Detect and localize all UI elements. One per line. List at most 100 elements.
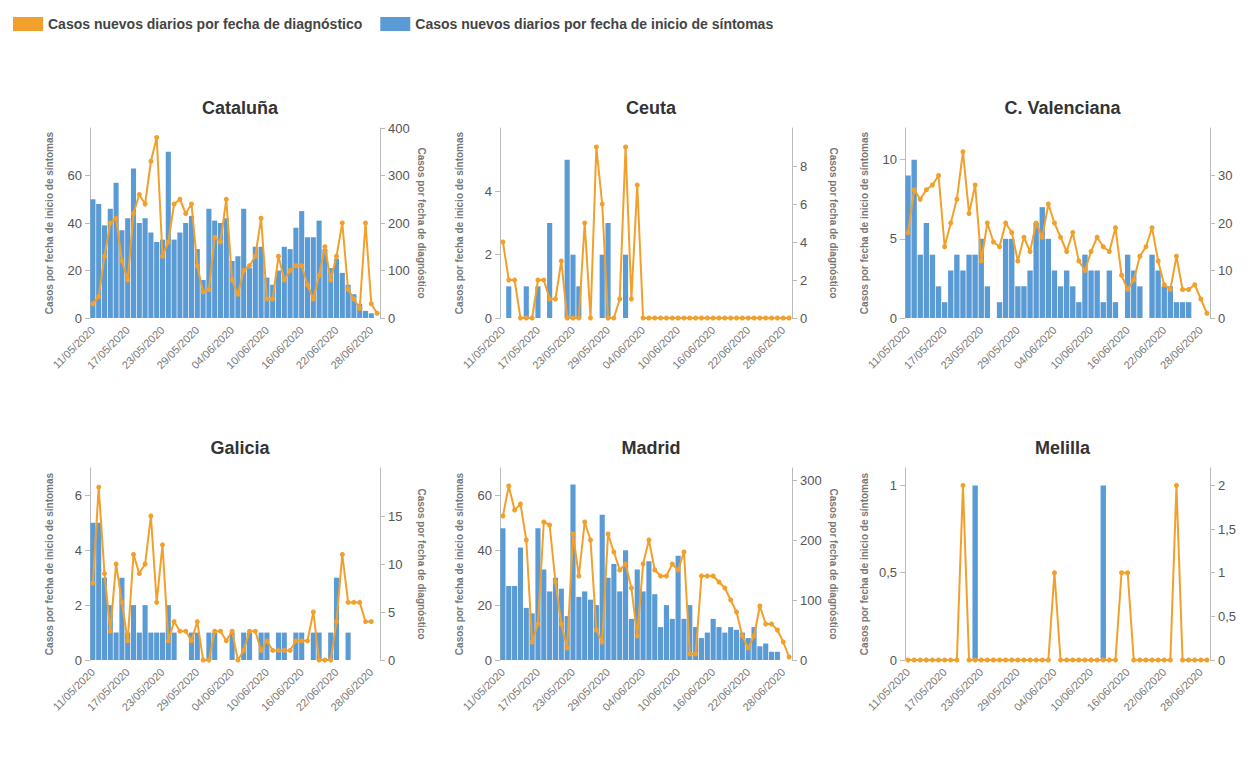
svg-text:22/06/2020: 22/06/2020 [293, 323, 341, 372]
svg-text:4: 4 [485, 184, 492, 199]
svg-text:2: 2 [800, 273, 807, 288]
svg-text:0: 0 [890, 653, 897, 668]
svg-text:23/05/2020: 23/05/2020 [119, 323, 167, 372]
svg-text:28/06/2020: 28/06/2020 [328, 324, 375, 371]
svg-text:10/06/2020: 10/06/2020 [635, 323, 683, 372]
svg-text:60: 60 [68, 168, 82, 183]
svg-text:Casos por fecha de inicio de s: Casos por fecha de inicio de síntomas [44, 131, 55, 314]
svg-text:17/05/2020: 17/05/2020 [901, 323, 949, 372]
svg-text:40: 40 [68, 216, 82, 231]
svg-text:200: 200 [800, 533, 822, 548]
svg-text:28/06/2020: 28/06/2020 [1158, 324, 1205, 371]
svg-text:28/06/2020: 28/06/2020 [1158, 666, 1205, 713]
svg-text:2: 2 [1218, 478, 1225, 493]
svg-text:400: 400 [388, 121, 410, 136]
svg-text:40: 40 [478, 543, 492, 558]
svg-text:6: 6 [75, 488, 82, 503]
svg-text:4: 4 [800, 235, 807, 250]
svg-text:0: 0 [388, 311, 395, 326]
svg-text:04/06/2020: 04/06/2020 [189, 323, 237, 372]
svg-text:20: 20 [478, 598, 492, 613]
svg-text:23/05/2020: 23/05/2020 [529, 665, 578, 714]
svg-text:200: 200 [388, 216, 410, 231]
svg-text:28/06/2020: 28/06/2020 [740, 666, 787, 713]
svg-text:22/06/2020: 22/06/2020 [705, 323, 753, 372]
svg-text:100: 100 [388, 263, 410, 278]
svg-text:28/06/2020: 28/06/2020 [328, 666, 375, 713]
svg-text:15: 15 [388, 509, 402, 524]
svg-text:Casos por fecha de diagnóstico: Casos por fecha de diagnóstico [828, 147, 839, 298]
svg-text:Ceuta: Ceuta [626, 98, 677, 118]
svg-text:29/05/2020: 29/05/2020 [564, 665, 613, 714]
svg-text:1,5: 1,5 [1218, 522, 1236, 537]
svg-text:0,5: 0,5 [1218, 609, 1236, 624]
svg-text:Casos por fecha de diagnóstico: Casos por fecha de diagnóstico [416, 488, 427, 639]
svg-text:29/05/2020: 29/05/2020 [974, 323, 1023, 372]
svg-text:Casos por fecha de inicio de s: Casos por fecha de inicio de síntomas [859, 131, 870, 314]
svg-text:0: 0 [75, 653, 82, 668]
svg-text:20: 20 [68, 263, 82, 278]
svg-text:Galicia: Galicia [210, 438, 270, 458]
svg-text:0: 0 [1218, 311, 1225, 326]
svg-text:Melilla: Melilla [1035, 438, 1091, 458]
svg-text:10/06/2020: 10/06/2020 [223, 665, 272, 714]
svg-text:0: 0 [800, 311, 807, 326]
svg-text:Casos por fecha de inicio de s: Casos por fecha de inicio de síntomas [859, 472, 870, 655]
svg-text:16/06/2020: 16/06/2020 [670, 323, 718, 372]
svg-text:1: 1 [890, 478, 897, 493]
svg-text:29/05/2020: 29/05/2020 [564, 323, 613, 372]
svg-text:20: 20 [1218, 216, 1232, 231]
svg-text:10: 10 [883, 152, 897, 167]
svg-text:300: 300 [800, 473, 822, 488]
svg-text:10/06/2020: 10/06/2020 [1047, 323, 1096, 372]
svg-text:10/06/2020: 10/06/2020 [223, 323, 272, 372]
svg-text:Casos nuevos diarios por fecha: Casos nuevos diarios por fecha de diagnó… [48, 16, 362, 32]
svg-text:Casos por fecha de inicio de s: Casos por fecha de inicio de síntomas [454, 472, 465, 655]
svg-text:23/05/2020: 23/05/2020 [938, 323, 986, 372]
svg-text:17/05/2020: 17/05/2020 [494, 665, 543, 714]
svg-text:2: 2 [75, 598, 82, 613]
svg-text:Casos por fecha de inicio de s: Casos por fecha de inicio de síntomas [44, 472, 55, 655]
svg-text:Casos por fecha de diagnóstico: Casos por fecha de diagnóstico [416, 147, 427, 298]
svg-text:4: 4 [75, 543, 82, 558]
svg-text:23/05/2020: 23/05/2020 [529, 323, 578, 372]
svg-text:0: 0 [75, 311, 82, 326]
svg-text:16/06/2020: 16/06/2020 [258, 323, 306, 372]
svg-text:5: 5 [890, 231, 897, 246]
svg-text:29/05/2020: 29/05/2020 [154, 323, 202, 372]
svg-text:10/06/2020: 10/06/2020 [1047, 665, 1096, 714]
svg-text:04/06/2020: 04/06/2020 [1011, 323, 1059, 372]
svg-text:0: 0 [485, 653, 492, 668]
svg-text:0: 0 [485, 311, 492, 326]
svg-text:Cataluña: Cataluña [202, 98, 279, 118]
svg-text:28/06/2020: 28/06/2020 [740, 324, 787, 371]
svg-text:300: 300 [388, 168, 410, 183]
svg-text:17/05/2020: 17/05/2020 [494, 323, 543, 372]
svg-text:100: 100 [800, 593, 822, 608]
svg-text:0: 0 [890, 311, 897, 326]
svg-text:11/05/2020: 11/05/2020 [460, 323, 508, 371]
svg-text:5: 5 [388, 605, 395, 620]
svg-text:C. Valenciana: C. Valenciana [1004, 98, 1121, 118]
svg-text:8: 8 [800, 159, 807, 174]
svg-text:0: 0 [1218, 653, 1225, 668]
svg-text:29/05/2020: 29/05/2020 [974, 665, 1023, 714]
svg-text:0: 0 [800, 653, 807, 668]
svg-text:6: 6 [800, 197, 807, 212]
svg-text:10: 10 [1218, 263, 1232, 278]
svg-text:Madrid: Madrid [621, 438, 680, 458]
svg-text:0: 0 [388, 653, 395, 668]
svg-text:Casos por fecha de inicio de s: Casos por fecha de inicio de síntomas [454, 131, 465, 314]
svg-text:Casos nuevos diarios por fecha: Casos nuevos diarios por fecha de inicio… [415, 16, 773, 32]
svg-text:1: 1 [1218, 565, 1225, 580]
svg-text:04/06/2020: 04/06/2020 [600, 323, 648, 372]
svg-text:10: 10 [388, 557, 402, 572]
svg-text:30: 30 [1218, 168, 1232, 183]
svg-text:2: 2 [485, 247, 492, 262]
svg-text:11/05/2020: 11/05/2020 [865, 323, 913, 371]
svg-text:0,5: 0,5 [879, 565, 897, 580]
svg-text:60: 60 [478, 488, 492, 503]
svg-text:17/05/2020: 17/05/2020 [84, 323, 132, 372]
svg-text:Casos por fecha de diagnóstico: Casos por fecha de diagnóstico [828, 488, 839, 639]
svg-text:11/05/2020: 11/05/2020 [50, 323, 98, 371]
